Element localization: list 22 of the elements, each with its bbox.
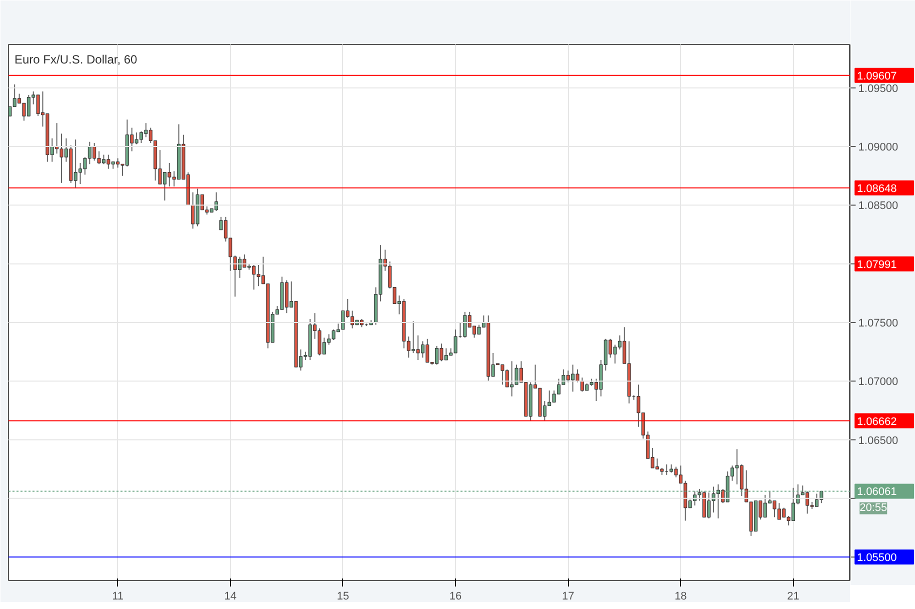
y-tick-label: 1.07500 bbox=[858, 317, 898, 330]
x-tick-label: 14 bbox=[224, 590, 237, 602]
ref-line-label: 1.08648 bbox=[857, 182, 897, 195]
x-tick-label: 11 bbox=[112, 590, 124, 602]
y-tick-label: 1.09500 bbox=[858, 82, 898, 95]
text: 20:55 bbox=[860, 502, 888, 514]
ref-line-label: 1.06061 bbox=[857, 486, 897, 498]
x-tick-label: 15 bbox=[336, 590, 350, 602]
text: Euro Fx/U.S. Dollar, 60 bbox=[14, 52, 138, 66]
ref-line-label: 1.09607 bbox=[857, 70, 897, 82]
x-tick-label: 16 bbox=[449, 590, 462, 602]
x-tick-label: 17 bbox=[562, 590, 574, 602]
x-tick-label: 21 bbox=[787, 590, 800, 602]
y-tick-label: 1.08500 bbox=[858, 200, 898, 212]
y-tick-label: 1.06500 bbox=[858, 434, 898, 447]
text: 1.07991 bbox=[857, 258, 897, 271]
y-tick-label: 1.07000 bbox=[858, 376, 898, 388]
ref-line-label: 1.05500 bbox=[857, 552, 897, 564]
x-tick-label: 18 bbox=[674, 590, 687, 602]
candlestick bbox=[139, 130, 144, 144]
ref-line-label: 1.06662 bbox=[857, 416, 897, 428]
y-tick-label: 1.09000 bbox=[858, 142, 898, 154]
